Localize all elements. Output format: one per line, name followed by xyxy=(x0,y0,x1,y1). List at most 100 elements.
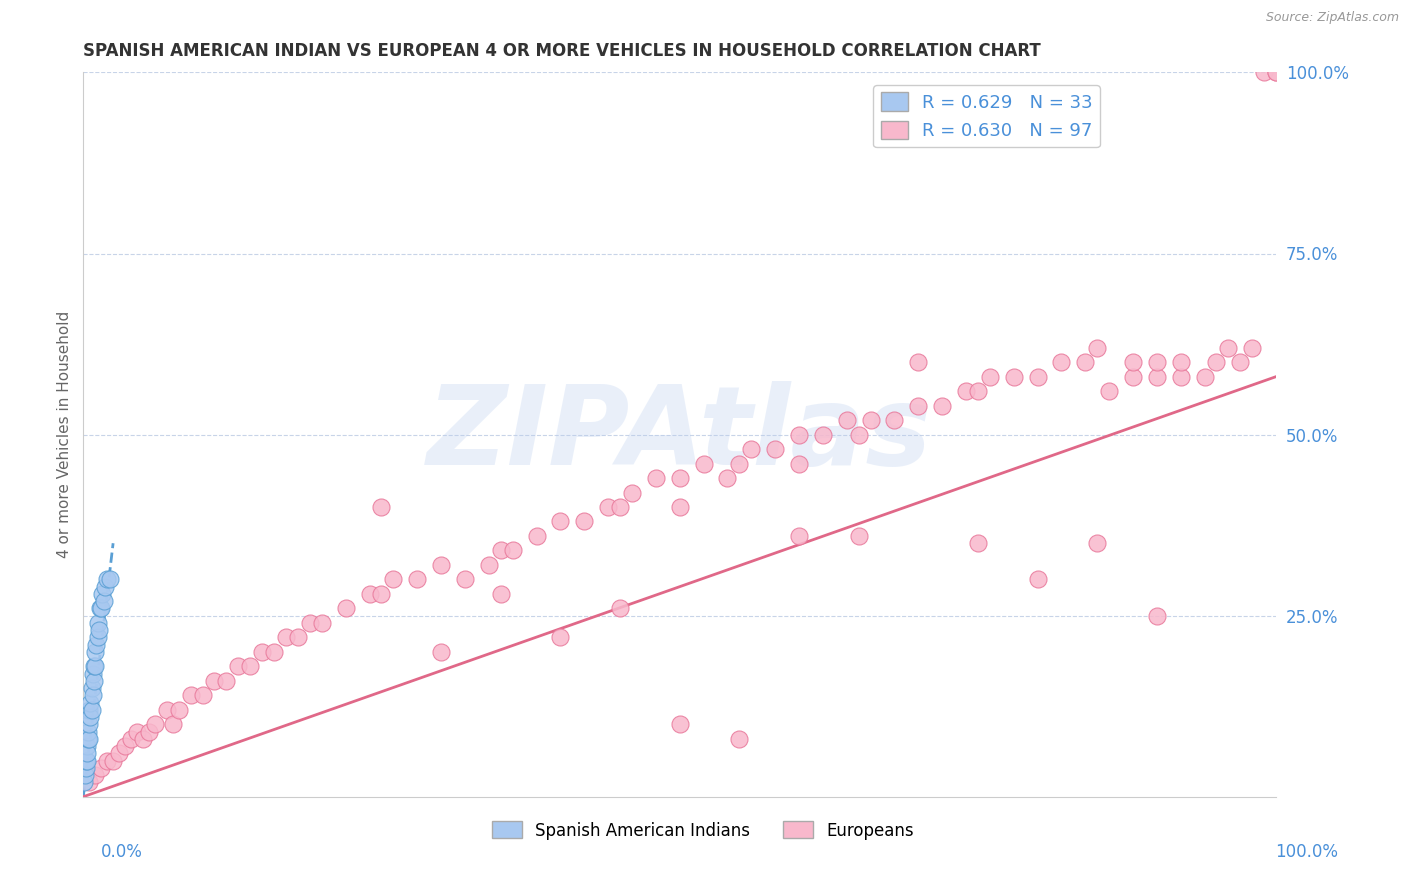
Point xyxy=(1218,341,1240,355)
Point xyxy=(75,768,97,782)
Point xyxy=(80,703,103,717)
Point xyxy=(668,717,690,731)
Point xyxy=(75,761,97,775)
Point xyxy=(907,399,929,413)
Point xyxy=(478,558,501,572)
Point xyxy=(1026,369,1049,384)
Point xyxy=(979,369,1001,384)
Point xyxy=(84,659,107,673)
Point xyxy=(73,775,96,789)
Point xyxy=(489,587,512,601)
Point xyxy=(239,659,262,673)
Point xyxy=(848,427,870,442)
Point xyxy=(87,623,110,637)
Point xyxy=(125,724,148,739)
Point xyxy=(370,587,392,601)
Point xyxy=(114,739,136,753)
Point xyxy=(167,703,190,717)
Point xyxy=(859,413,882,427)
Point xyxy=(108,746,131,760)
Point xyxy=(668,471,690,485)
Point xyxy=(931,399,953,413)
Point xyxy=(191,689,214,703)
Point xyxy=(550,631,572,645)
Point xyxy=(692,457,714,471)
Point xyxy=(1146,369,1168,384)
Y-axis label: 4 or more Vehicles in Household: 4 or more Vehicles in Household xyxy=(58,311,72,558)
Point xyxy=(1146,608,1168,623)
Point xyxy=(811,427,834,442)
Point xyxy=(84,768,107,782)
Point xyxy=(370,500,392,514)
Text: 100.0%: 100.0% xyxy=(1275,843,1339,861)
Legend: R = 0.629   N = 33, R = 0.630   N = 97: R = 0.629 N = 33, R = 0.630 N = 97 xyxy=(873,85,1099,147)
Point xyxy=(76,754,98,768)
Point xyxy=(90,761,112,775)
Point xyxy=(77,717,100,731)
Point xyxy=(967,384,990,398)
Point xyxy=(274,631,297,645)
Point xyxy=(82,666,104,681)
Point xyxy=(620,485,643,500)
Point xyxy=(668,500,690,514)
Text: Source: ZipAtlas.com: Source: ZipAtlas.com xyxy=(1265,11,1399,24)
Point xyxy=(1026,573,1049,587)
Point xyxy=(77,731,100,746)
Point xyxy=(883,413,905,427)
Point xyxy=(1002,369,1025,384)
Point xyxy=(454,573,477,587)
Point xyxy=(94,580,117,594)
Point xyxy=(835,413,858,427)
Point xyxy=(907,355,929,369)
Point xyxy=(1122,355,1144,369)
Point xyxy=(156,703,179,717)
Point xyxy=(1122,369,1144,384)
Point xyxy=(1229,355,1251,369)
Point xyxy=(86,615,108,630)
Point xyxy=(609,500,631,514)
Point xyxy=(787,457,810,471)
Point xyxy=(82,689,104,703)
Point xyxy=(1170,355,1192,369)
Point xyxy=(609,601,631,615)
Point xyxy=(430,645,453,659)
Point xyxy=(287,631,309,645)
Point xyxy=(1265,65,1288,79)
Point xyxy=(96,754,118,768)
Point xyxy=(143,717,166,731)
Point xyxy=(89,601,111,615)
Point xyxy=(502,543,524,558)
Point xyxy=(1050,355,1073,369)
Point xyxy=(787,529,810,543)
Point xyxy=(598,500,620,514)
Point xyxy=(955,384,977,398)
Point xyxy=(1170,369,1192,384)
Point xyxy=(138,724,160,739)
Point xyxy=(98,573,121,587)
Point xyxy=(644,471,666,485)
Point xyxy=(93,594,115,608)
Point xyxy=(84,645,107,659)
Point xyxy=(1253,65,1275,79)
Point xyxy=(77,731,100,746)
Point xyxy=(132,731,155,746)
Point xyxy=(162,717,184,731)
Point xyxy=(90,601,112,615)
Legend: Spanish American Indians, Europeans: Spanish American Indians, Europeans xyxy=(485,814,921,847)
Point xyxy=(101,754,124,768)
Text: ZIPAtlas: ZIPAtlas xyxy=(427,381,932,488)
Point xyxy=(967,536,990,550)
Point xyxy=(96,573,118,587)
Point xyxy=(86,631,108,645)
Point xyxy=(335,601,357,615)
Point xyxy=(83,673,105,688)
Point xyxy=(180,689,202,703)
Point xyxy=(91,587,114,601)
Point xyxy=(1265,65,1288,79)
Point xyxy=(526,529,548,543)
Point xyxy=(228,659,250,673)
Point xyxy=(79,710,101,724)
Point xyxy=(406,573,429,587)
Text: 0.0%: 0.0% xyxy=(101,843,143,861)
Point xyxy=(740,442,762,456)
